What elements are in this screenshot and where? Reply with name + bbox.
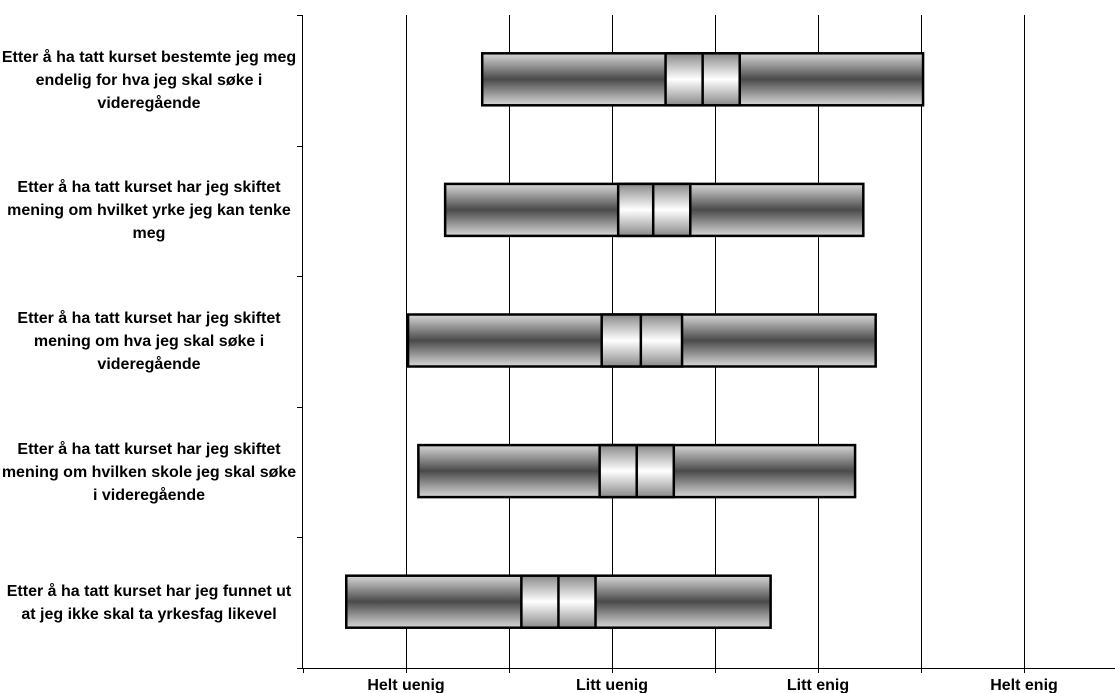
boxes (345, 52, 925, 629)
category-label: Etter å ha tatt kurset har jeg skiftet m… (17, 310, 281, 373)
axis (297, 15, 1115, 673)
x-tick-label: Helt enig (990, 677, 1058, 693)
x-tick-label: Litt uenig (576, 677, 648, 693)
category-label: Etter å ha tatt kurset har jeg skiftet m… (7, 179, 291, 243)
category-label: Etter å ha tatt kurset har jeg skiftet m… (1, 440, 297, 504)
tick-labels: Helt uenig Litt uenig Litt enig Helt enig (367, 677, 1057, 693)
x-tick-label: Litt enig (787, 677, 849, 693)
category-label: Etter å ha tatt kurset bestemte jeg meg … (1, 48, 297, 112)
x-tick-label: Helt uenig (367, 677, 444, 693)
category-label: Etter å ha tatt kurset har jeg funnet ut… (6, 582, 292, 623)
